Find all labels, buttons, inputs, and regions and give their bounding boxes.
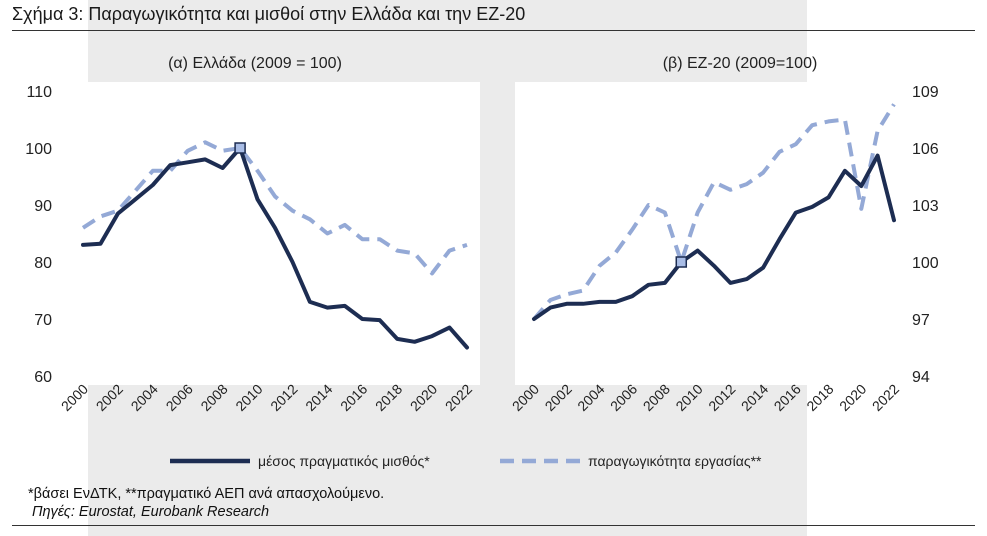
greece-x-tick-label: 2008	[197, 381, 230, 414]
greece-y-tick-label: 60	[34, 369, 52, 386]
greece-x-tick-label: 2012	[267, 381, 300, 414]
greece-x-tick-label: 2002	[93, 381, 126, 414]
greece-wage-line	[81, 146, 469, 350]
greece-x-tick-label: 2020	[407, 381, 440, 414]
panel-ez20-background	[515, 82, 912, 385]
panel-ez20-title: (β) ΕΖ-20 (2009=100)	[663, 55, 818, 72]
greece-y-tick-label: 80	[34, 255, 52, 272]
ez20-y-tick-label: 109	[912, 84, 939, 101]
ez20-y-tick-label: 100	[912, 255, 939, 272]
ez20-x-tick-label: 2010	[672, 381, 705, 414]
legend-productivity-label: παραγωγικότητα εργασίας**	[588, 453, 762, 469]
greece-y-tick-label: 90	[34, 198, 52, 215]
greece-x-tick-label: 2010	[232, 381, 265, 414]
panel-greece-title: (α) Ελλάδα (2009 = 100)	[168, 55, 342, 72]
ez20-x-tick-label: 2004	[574, 381, 607, 414]
ez20-productivity-line	[532, 103, 896, 321]
greece-y-tick-label: 110	[26, 84, 52, 101]
ez20-x-tick-label: 2016	[771, 381, 804, 414]
greece-productivity-line	[81, 140, 468, 276]
greece-x-tick-label: 2022	[442, 381, 475, 414]
ez20-y-tick-label: 103	[912, 198, 939, 215]
ez20-y-tick-label: 94	[912, 369, 930, 386]
greece-x-tick-label: 2004	[128, 381, 161, 414]
ez20-x-tick-label: 2006	[607, 381, 640, 414]
ez20-x-tick-label: 2002	[542, 381, 575, 414]
ez20-wage-line	[532, 153, 896, 321]
legend-wage-label: μέσος πραγματικός μισθός*	[258, 453, 430, 469]
source-note: Πηγές: Eurostat, Eurobank Research	[32, 504, 270, 520]
ez20-x-tick-label: 2014	[738, 381, 771, 414]
bottom-rule	[12, 525, 975, 526]
greece-y-tick-label: 100	[25, 141, 52, 158]
panel-greece: (α) Ελλάδα (2009 = 100) 60 70 80 90 100 110 20…	[25, 55, 480, 414]
title-rule	[12, 30, 975, 31]
figure-title: Σχήμα 3: Παραγωγικότητα και μισθοί στην …	[12, 4, 526, 24]
ez20-x-tick-label: 2008	[640, 381, 673, 414]
greece-x-tick-label: 2018	[372, 381, 405, 414]
ez20-x-tick-label: 2018	[803, 381, 836, 414]
greece-x-tick-label: 2016	[337, 381, 370, 414]
greece-y-tick-label: 70	[34, 312, 52, 329]
panel-ez20: (β) ΕΖ-20 (2009=100) 94 97 100 103 106 109 200…	[509, 55, 939, 414]
ez20-base-year-marker	[675, 256, 688, 268]
ez20-x-tick-label: 2022	[869, 381, 902, 414]
legend: μέσος πραγματικός μισθός* παραγωγικότητα…	[170, 453, 762, 469]
ez20-x-tick-label: 2012	[705, 381, 738, 414]
greece-x-tick-label: 2000	[58, 381, 91, 414]
ez20-y-tick-label: 97	[912, 312, 930, 329]
footnote: *βάσει ΕνΔΤΚ, **πραγματικό ΑΕΠ ανά απασχ…	[28, 486, 385, 502]
greece-x-tick-label: 2006	[163, 381, 196, 414]
ez20-x-tick-label: 2000	[509, 381, 542, 414]
ez20-y-tick-label: 106	[912, 141, 939, 158]
greece-base-year-marker	[234, 142, 246, 154]
ez20-x-tick-label: 2020	[836, 381, 869, 414]
greece-x-tick-label: 2014	[302, 381, 335, 414]
